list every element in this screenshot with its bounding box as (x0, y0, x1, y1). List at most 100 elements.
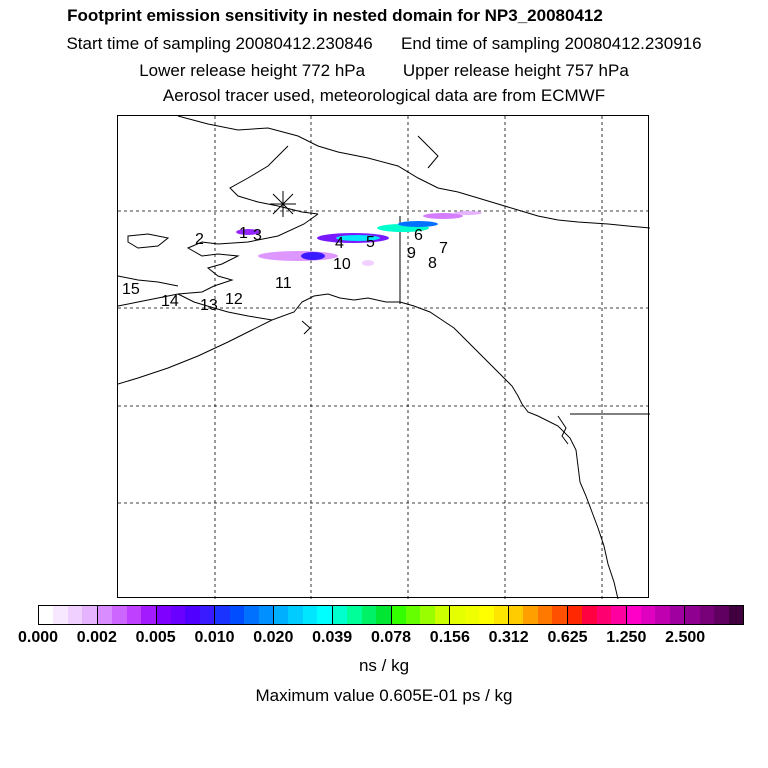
station-label: 2 (195, 231, 204, 248)
station-label: 14 (161, 293, 179, 310)
station-label: 15 (122, 281, 140, 298)
colorbar-tick-label: 2.500 (665, 629, 706, 646)
colorbar-segment (97, 606, 157, 624)
colorbar-swatch (288, 606, 303, 624)
plot-title: Footprint emission sensitivity in nested… (67, 6, 603, 25)
colorbar-tick-label: 0.078 (370, 629, 412, 646)
station-label: 9 (407, 245, 416, 262)
colorbar-tick-label: 0.000 (17, 629, 59, 646)
colorbar-swatch (479, 606, 494, 624)
station-label: 13 (200, 297, 218, 314)
colorbar (38, 605, 744, 625)
lat-lon-grid (118, 116, 650, 599)
sampling-times: Start time of sampling 20080412.230846 E… (0, 34, 768, 54)
colorbar-tick-label: 0.010 (194, 629, 235, 646)
colorbar-swatch (596, 606, 612, 624)
colorbar-swatch (185, 606, 200, 624)
colorbar-swatch (699, 606, 715, 624)
colorbar-swatch (347, 606, 362, 624)
colorbar-swatch (156, 606, 171, 624)
colorbar-swatch (317, 606, 332, 624)
colorbar-swatch (53, 606, 68, 624)
upper-release-height: Upper release height 757 hPa (402, 61, 629, 80)
station-label: 11 (275, 275, 292, 292)
colorbar-swatch (685, 606, 700, 624)
colorbar-segment (274, 606, 333, 624)
colorbar-swatch (669, 606, 685, 624)
colorbar-tick-label: 0.312 (488, 629, 529, 646)
colorbar-swatch (97, 606, 113, 624)
colorbar-swatch (215, 606, 230, 624)
colorbar-segment (39, 606, 98, 624)
colorbar-swatch (626, 606, 641, 624)
colorbar-swatch (611, 606, 626, 624)
colorbar-swatch (640, 606, 656, 624)
colorbar-swatch (361, 606, 377, 624)
colorbar-swatch (655, 606, 670, 624)
colorbar-segment (215, 606, 274, 624)
colorbar-segment (332, 606, 392, 624)
colorbar-swatch (523, 606, 538, 624)
colorbar-swatch (405, 606, 421, 624)
colorbar-swatch (112, 606, 127, 624)
station-label: 10 (333, 256, 351, 273)
colorbar-swatch (258, 606, 273, 624)
colorbar-swatch (450, 606, 465, 624)
colorbar-segment (567, 606, 627, 624)
colorbar-swatch (376, 606, 391, 624)
colorbar-tick-label: 1.250 (606, 629, 647, 646)
colorbar-swatch (728, 606, 743, 624)
colorbar-swatch (39, 606, 54, 624)
colorbar-tick-label: 0.156 (429, 629, 470, 646)
colorbar-tick-label: 0.039 (312, 629, 353, 646)
colorbar-segment (156, 606, 216, 624)
colorbar-segment (391, 606, 451, 624)
colorbar-tick-label: 0.002 (76, 629, 117, 646)
colorbar-swatch (199, 606, 215, 624)
maximum-value: Maximum value 0.605E-01 ps / kg (255, 686, 513, 705)
release-point-marker (270, 191, 296, 217)
map-panel: 1 2 3 4 5 6 7 8 9 10 11 12 13 14 15 (117, 115, 650, 599)
release-heights: Lower release height 772 hPa Upper relea… (0, 61, 768, 81)
colorbar-swatch (509, 606, 524, 624)
colorbar-swatch (537, 606, 553, 624)
end-time: End time of sampling 20080412.230916 (401, 34, 702, 53)
colorbar-tick-label: 0.020 (253, 629, 294, 646)
colorbar-swatch (244, 606, 259, 624)
start-time: Start time of sampling 20080412.230846 (66, 34, 373, 53)
station-label: 4 (335, 235, 344, 252)
colorbar-segment (509, 606, 568, 624)
colorbar-swatch (714, 606, 729, 624)
colorbar-swatch (434, 606, 450, 624)
colorbar-swatch (493, 606, 508, 624)
colorbar-segment (626, 606, 686, 624)
lower-release-height: Lower release height 772 hPa (139, 61, 366, 80)
station-label: 12 (225, 291, 243, 308)
colorbar-swatch (391, 606, 406, 624)
colorbar-swatch (552, 606, 567, 624)
colorbar-unit: ns / kg (358, 656, 410, 675)
colorbar-swatch (582, 606, 597, 624)
map-canvas (118, 116, 650, 599)
colorbar-swatch (67, 606, 83, 624)
colorbar-swatch (420, 606, 435, 624)
station-label: 7 (439, 240, 448, 257)
colorbar-swatch (170, 606, 186, 624)
colorbar-tick-label: 0.625 (547, 629, 588, 646)
colorbar-swatch (332, 606, 348, 624)
colorbar-swatch (274, 606, 289, 624)
emission-sensitivity-field (236, 211, 482, 266)
colorbar-swatch (567, 606, 583, 624)
colorbar-swatch (82, 606, 97, 624)
station-label: 1 (239, 225, 248, 242)
colorbar-tick-label: 0.005 (135, 629, 176, 646)
colorbar-swatch (302, 606, 318, 624)
station-label: 3 (253, 227, 262, 244)
station-label: 6 (414, 227, 423, 244)
tracer-info: Aerosol tracer used, meteorological data… (162, 86, 606, 105)
colorbar-swatch (464, 606, 480, 624)
station-label: 5 (366, 234, 375, 251)
colorbar-swatch (141, 606, 156, 624)
colorbar-swatch (126, 606, 142, 624)
colorbar-segment (685, 606, 743, 624)
